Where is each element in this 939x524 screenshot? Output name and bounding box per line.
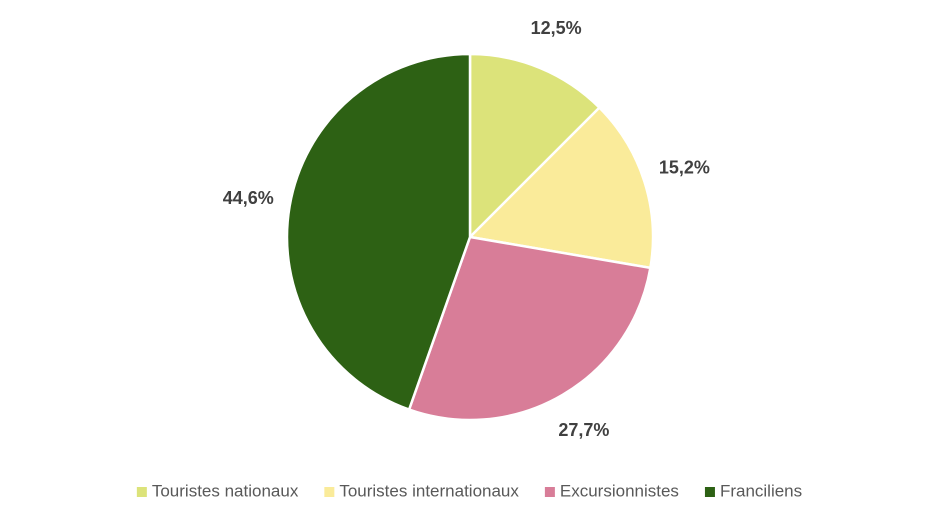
pie-slice bbox=[467, 105, 655, 270]
legend-label: Touristes nationaux bbox=[152, 481, 299, 500]
legend-marker bbox=[544, 487, 555, 497]
legend-marker bbox=[324, 487, 335, 497]
legend-marker bbox=[136, 487, 147, 497]
legend: Touristes nationaux Touristes internation… bbox=[136, 481, 802, 500]
pie-slice bbox=[285, 52, 472, 412]
legend-label: Touristes internationaux bbox=[339, 481, 519, 500]
pie-slice bbox=[468, 52, 602, 241]
data-label: 15,2% bbox=[659, 158, 710, 178]
data-label: 12,5% bbox=[531, 18, 582, 38]
legend-marker bbox=[704, 487, 715, 497]
legend-label: Franciliens bbox=[720, 481, 802, 500]
data-label: 44,6% bbox=[223, 188, 274, 208]
pie-slice bbox=[407, 235, 652, 422]
data-label: 27,7% bbox=[558, 420, 609, 440]
legend-label: Excursionnistes bbox=[560, 481, 679, 500]
